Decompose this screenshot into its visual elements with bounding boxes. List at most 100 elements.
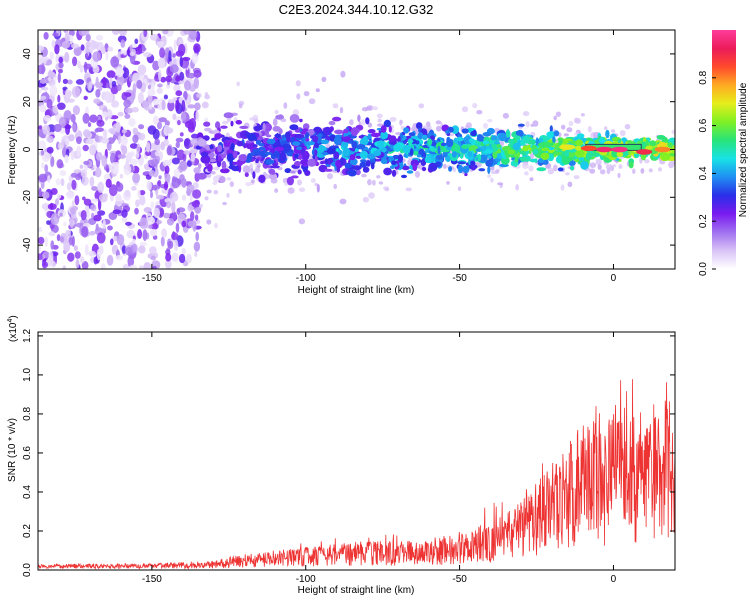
spectrogram-blob: [193, 43, 201, 53]
spectrogram-blob: [95, 151, 103, 161]
spectrogram-blob: [299, 118, 303, 123]
spectrogram-blob: [60, 178, 65, 187]
spectrogram-blob: [215, 109, 224, 114]
spectrogram-haze: [196, 93, 202, 98]
spectrogram-blob: [401, 165, 410, 171]
spectrogram-blob: [169, 64, 179, 73]
spectrogram-blob: [226, 153, 234, 162]
spectrogram-blob: [498, 132, 508, 142]
spectrogram-blob: [332, 116, 342, 122]
spectrogram-haze: [213, 189, 219, 195]
spectrogram-blob: [212, 130, 220, 134]
spectrogram-blob: [315, 142, 319, 149]
spectrogram-haze: [497, 182, 504, 186]
spectrogram-haze: [204, 196, 209, 201]
spectrogram-blob: [143, 262, 152, 269]
spectrogram-blob: [124, 107, 134, 114]
spectrogram-haze: [298, 187, 306, 192]
spectrogram-blob: [373, 150, 382, 157]
snr-scale-label: (x104): [7, 315, 19, 342]
spectrogram-blob: [421, 166, 427, 172]
spectrogram-blob: [175, 99, 180, 112]
spectrogram-blob: [221, 160, 227, 170]
spectrogram-blob: [188, 30, 198, 40]
spectrogram-blob: [111, 80, 117, 88]
spectrogram-haze: [604, 126, 608, 131]
spectrogram-blob: [54, 44, 60, 55]
spectrogram-blob: [116, 75, 125, 87]
spectrogram-blob: [359, 161, 368, 168]
spectrogram-blob: [397, 154, 404, 163]
spectrogram-blob: [158, 117, 167, 123]
spectrogram-blob: [105, 178, 112, 188]
spectrogram-blob: [417, 132, 424, 140]
snr-frame: [37, 331, 676, 571]
spectrogram-blob: [102, 129, 108, 139]
spectrogram-blob: [304, 170, 311, 176]
spectrogram-blob: [57, 72, 61, 84]
spectrogram-blob: [107, 225, 113, 231]
spectrogram-haze: [515, 184, 519, 191]
stable-band-core: [636, 149, 653, 155]
spectrogram-blob: [252, 144, 258, 148]
spectrogram-blob: [161, 228, 168, 238]
spectrogram-blob: [97, 228, 106, 233]
spectrogram-blob: [176, 208, 181, 215]
spectrogram-haze: [226, 177, 232, 181]
spectrogram-blob: [470, 164, 477, 171]
spectrogram-blob: [122, 264, 130, 269]
spectrogram-blob: [116, 234, 125, 246]
spectrogram-blob: [422, 152, 427, 158]
spectrogram-haze: [229, 181, 234, 188]
spectrogram-blob: [73, 46, 82, 57]
spectrogram-blob: [132, 127, 138, 135]
spectrogram-blob: [52, 105, 59, 114]
spectrogram-haze: [617, 172, 621, 179]
spectrogram-blob: [129, 51, 135, 57]
spectrogram-blob: [93, 214, 102, 222]
spectrogram-blob: [70, 207, 76, 215]
spectrogram-blob: [224, 139, 234, 143]
spectrogram-blob: [357, 114, 361, 122]
spectrogram-blob: [41, 56, 50, 61]
spectrogram-blob: [402, 144, 412, 154]
spectrogram-blob: [139, 190, 146, 196]
spectrogram-blob: [165, 252, 172, 262]
spectrogram-blob: [173, 168, 180, 178]
spectrogram-blob: [156, 41, 165, 46]
spectrogram-blob: [193, 76, 200, 89]
spectrogram-blob: [451, 151, 457, 158]
spectrogram-blob: [38, 45, 45, 52]
spectrogram-blob: [93, 98, 101, 104]
spectrogram-blob: [245, 140, 253, 144]
spectrogram-blob: [58, 116, 67, 128]
spectrogram-blob: [87, 122, 92, 128]
spectrogram-blob: [79, 164, 84, 169]
spectrogram-blob: [528, 149, 532, 154]
spectrogram-haze: [522, 162, 529, 169]
spectrogram-haze: [399, 119, 403, 126]
spectrogram-blob: [324, 158, 329, 165]
spectrogram-haze: [605, 164, 613, 170]
spectrogram-blob: [342, 147, 351, 157]
spectrogram-blob: [82, 144, 89, 152]
spectrogram-haze: [376, 175, 381, 179]
spectrogram-blob: [344, 162, 352, 169]
spectrogram-blob: [175, 137, 184, 143]
spectrogram-blob: [365, 160, 371, 167]
spectrogram-blob: [383, 167, 392, 176]
spectrogram-blob: [107, 46, 114, 52]
spectrogram-blob: [152, 60, 160, 71]
spectrogram-blob: [67, 252, 75, 262]
spectrogram-haze: [295, 80, 301, 87]
spectrogram-blob: [121, 209, 128, 218]
spectrogram-blob: [294, 153, 299, 159]
spectrogram-blob: [326, 147, 336, 155]
spectrogram-blob: [85, 138, 94, 145]
spectrogram-blob: [191, 53, 199, 64]
spectrogram-blob: [171, 157, 180, 165]
spectrogram-blob: [129, 151, 135, 157]
spectrogram-blob: [269, 173, 278, 180]
spectrogram-blob: [96, 232, 106, 244]
spectrogram-blob: [304, 150, 309, 156]
